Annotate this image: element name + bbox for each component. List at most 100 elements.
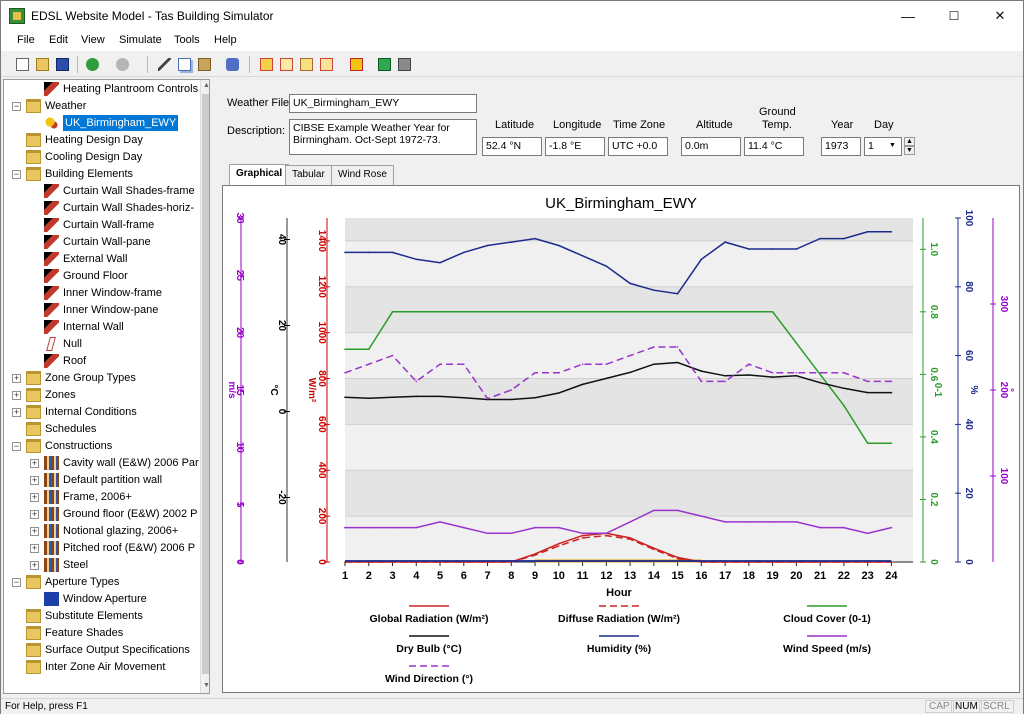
expand-icon[interactable]: + (12, 373, 21, 383)
cut-button[interactable] (155, 55, 173, 73)
tree-item[interactable]: Surface Output Specifications (4, 642, 198, 659)
new-file-button[interactable] (13, 55, 31, 73)
tree-item[interactable]: Roof (4, 353, 198, 370)
open-file-button[interactable] (33, 55, 51, 73)
tree-item[interactable]: + Notional glazing, 2006+ (4, 523, 198, 540)
tree-item[interactable]: Curtain Wall Shades-frame (4, 183, 198, 200)
menu-tools[interactable]: Tools (174, 34, 200, 46)
tree-item[interactable]: + Ground floor (E&W) 2002 P (4, 506, 198, 523)
day-select[interactable]: 1 (864, 137, 902, 156)
description-input[interactable]: CIBSE Example Weather Year for Birmingha… (289, 119, 477, 155)
ground-temp-input[interactable]: 11.4 °C (744, 137, 804, 156)
title-bar[interactable]: EDSL Website Model - Tas Building Simula… (1, 1, 1023, 31)
tree-item[interactable]: UK_Birmingham_EWY (4, 115, 198, 132)
tree-item[interactable]: + Frame, 2006+ (4, 489, 198, 506)
scroll-up-icon[interactable]: ▲ (203, 82, 210, 89)
expand-icon[interactable]: + (30, 543, 39, 553)
menu-help[interactable]: Help (214, 34, 237, 46)
tree-item[interactable]: Substitute Elements (4, 608, 198, 625)
expand-icon[interactable]: + (30, 509, 39, 519)
tree-item[interactable]: Null (4, 336, 198, 353)
tree-scrollbar[interactable]: ▲ ▼ (200, 80, 210, 693)
expand-icon[interactable]: + (12, 390, 21, 400)
minimize-button[interactable]: — (901, 8, 915, 24)
data-point (558, 526, 560, 529)
copy-button[interactable] (175, 55, 193, 73)
tree-item[interactable]: + Cavity wall (E&W) 2006 Par (4, 455, 199, 472)
tree-item[interactable]: Internal Wall (4, 319, 198, 336)
model-button[interactable] (223, 55, 241, 73)
longitude-input[interactable]: -1.8 °E (545, 137, 605, 156)
tree-item[interactable]: Heating Design Day (4, 132, 198, 149)
tool-button-7[interactable] (395, 55, 413, 73)
tab-wind-rose[interactable]: Wind Rose (331, 165, 394, 185)
tree-item[interactable]: + Pitched roof (E&W) 2006 P (4, 540, 198, 557)
tool-button-2[interactable] (277, 55, 295, 73)
menu-edit[interactable]: Edit (49, 34, 68, 46)
collapse-icon[interactable]: − (12, 169, 21, 179)
collapse-icon[interactable]: − (12, 101, 21, 111)
scroll-down-icon[interactable]: ▼ (203, 682, 210, 689)
tree-item[interactable]: − Aperture Types (4, 574, 198, 591)
tree-item[interactable]: − Weather (4, 98, 198, 115)
tree-item[interactable]: Curtain Wall-frame (4, 217, 198, 234)
tree-item[interactable]: Curtain Wall-pane (4, 234, 198, 251)
day-spin-up-button[interactable]: ▲ (904, 137, 915, 146)
save-button[interactable] (53, 55, 71, 73)
expand-icon[interactable]: + (30, 475, 39, 485)
tab-graphical[interactable]: Graphical (229, 164, 290, 186)
tree-scrollbar-thumb[interactable] (202, 94, 209, 674)
menu-file[interactable]: File (17, 34, 35, 46)
tree-item[interactable]: Cooling Design Day (4, 149, 198, 166)
data-point (486, 311, 489, 313)
chart-title: UK_Birmingham_EWY (545, 195, 697, 212)
tool-button-4[interactable] (317, 55, 335, 73)
maximize-button[interactable]: ☐ (948, 9, 960, 23)
expand-icon[interactable]: + (30, 526, 39, 536)
tool-button-3[interactable] (297, 55, 315, 73)
collapse-icon[interactable]: − (12, 577, 21, 587)
data-point (843, 237, 845, 240)
timezone-input[interactable]: UTC +0.0 (608, 137, 668, 156)
tree-item[interactable]: + Zones (4, 387, 198, 404)
back-button[interactable] (83, 55, 111, 73)
tree-item[interactable]: − Building Elements (4, 166, 198, 183)
menu-simulate[interactable]: Simulate (119, 34, 162, 46)
tree-item[interactable]: Schedules (4, 421, 198, 438)
paste-button[interactable] (195, 55, 213, 73)
collapse-icon[interactable]: − (12, 441, 21, 451)
tab-tabular[interactable]: Tabular (285, 165, 332, 185)
weather-file-input[interactable]: UK_Birmingham_EWY (289, 94, 477, 113)
tree-item[interactable]: Window Aperture (4, 591, 198, 608)
menu-view[interactable]: View (81, 34, 105, 46)
latitude-input[interactable]: 52.4 °N (482, 137, 542, 156)
tree-item[interactable]: + Steel (4, 557, 198, 574)
tree-item[interactable]: Inner Window-frame (4, 285, 198, 302)
expand-icon[interactable]: + (30, 492, 39, 502)
model-tree[interactable]: Heating Plantroom Controls − Weather UK_Bir… (3, 79, 210, 694)
tree-item[interactable]: Ground Floor (4, 268, 198, 285)
tree-item[interactable]: Curtain Wall Shades-horiz- (4, 200, 198, 217)
expand-icon[interactable]: + (30, 560, 39, 570)
altitude-input[interactable]: 0.0m (681, 137, 741, 156)
tree-item[interactable]: − Constructions (4, 438, 198, 455)
tree-item-label: Curtain Wall-pane (63, 236, 151, 248)
forward-button[interactable] (113, 55, 141, 73)
tool-button-5[interactable] (347, 55, 365, 73)
tree-item[interactable]: + Default partition wall (4, 472, 198, 489)
tree-item[interactable]: + Internal Conditions (4, 404, 198, 421)
expand-icon[interactable]: + (12, 407, 21, 417)
close-button[interactable]: ✕ (994, 8, 1006, 23)
tree-item[interactable]: Heating Plantroom Controls (4, 81, 198, 98)
tree-item[interactable]: Feature Shades (4, 625, 198, 642)
tree-item[interactable]: + Zone Group Types (4, 370, 198, 387)
day-spin-down-button[interactable]: ▼ (904, 146, 915, 155)
expand-icon[interactable]: + (30, 458, 39, 468)
year-input[interactable]: 1973 (821, 137, 861, 156)
tree-item[interactable]: Inner Window-pane (4, 302, 198, 319)
chevron-down-icon[interactable]: ▼ (889, 142, 896, 149)
tool-button-1[interactable] (257, 55, 275, 73)
tool-button-6[interactable] (375, 55, 393, 73)
tree-item[interactable]: External Wall (4, 251, 198, 268)
tree-item[interactable]: Inter Zone Air Movement (4, 659, 198, 676)
